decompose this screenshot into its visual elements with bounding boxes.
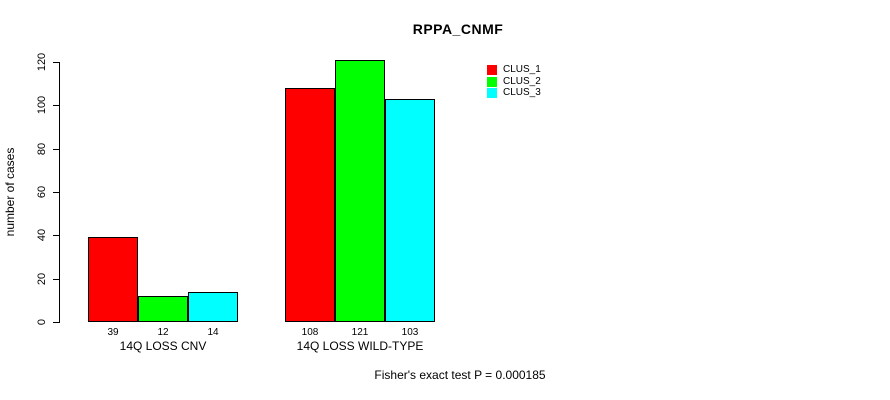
legend: CLUS_1 CLUS_2 CLUS_3 (487, 64, 541, 99)
legend-swatch-clus-3 (487, 88, 497, 99)
fisher-test-note: Fisher's exact test P = 0.000185 (374, 368, 546, 382)
bar-value-label: 14 (207, 327, 219, 338)
bar-value-label: 12 (157, 327, 169, 338)
y-tick-mark (53, 322, 59, 323)
legend-label: CLUS_3 (503, 87, 541, 99)
bar-clus-1-group-2 (285, 88, 335, 322)
group-label: 14Q LOSS CNV (119, 339, 207, 353)
legend-swatch-clus-2 (487, 76, 497, 87)
bar-clus-1-group-1 (88, 237, 138, 322)
y-axis-line (59, 62, 60, 323)
y-tick-label: 60 (36, 185, 48, 199)
y-axis-label: number of cases (3, 147, 17, 237)
y-tick-mark (53, 192, 59, 193)
bar-clus-3-group-1 (188, 292, 238, 322)
legend-swatch-clus-1 (487, 64, 497, 75)
bar-value-label: 39 (107, 327, 119, 338)
y-tick-label: 20 (36, 272, 48, 285)
bar-clus-2-group-1 (138, 296, 188, 322)
y-tick-label: 0 (36, 318, 48, 326)
y-tick-mark (53, 105, 59, 107)
y-tick-label: 120 (36, 52, 48, 72)
y-tick-mark (53, 235, 59, 237)
bar-clus-2-group-2 (335, 60, 385, 322)
y-tick-mark (53, 148, 59, 150)
bar-clus-3-group-2 (385, 99, 435, 322)
legend-row: CLUS_1 (487, 64, 541, 76)
y-tick-label: 100 (36, 96, 48, 115)
legend-label: CLUS_2 (503, 75, 541, 87)
legend-row: CLUS_2 (487, 76, 541, 88)
group-label: 14Q LOSS WILD-TYPE (296, 339, 424, 353)
bar-value-label: 103 (401, 327, 419, 338)
bar-value-label: 108 (301, 327, 319, 338)
legend-row: CLUS_3 (487, 87, 541, 99)
y-tick-mark (53, 278, 59, 280)
bar-value-label: 121 (351, 327, 369, 338)
legend-label: CLUS_1 (503, 63, 541, 75)
chart-title: RPPA_CNMF (412, 21, 504, 37)
y-tick-label: 80 (36, 142, 48, 155)
y-tick-label: 40 (36, 229, 48, 242)
y-tick-mark (53, 62, 59, 63)
